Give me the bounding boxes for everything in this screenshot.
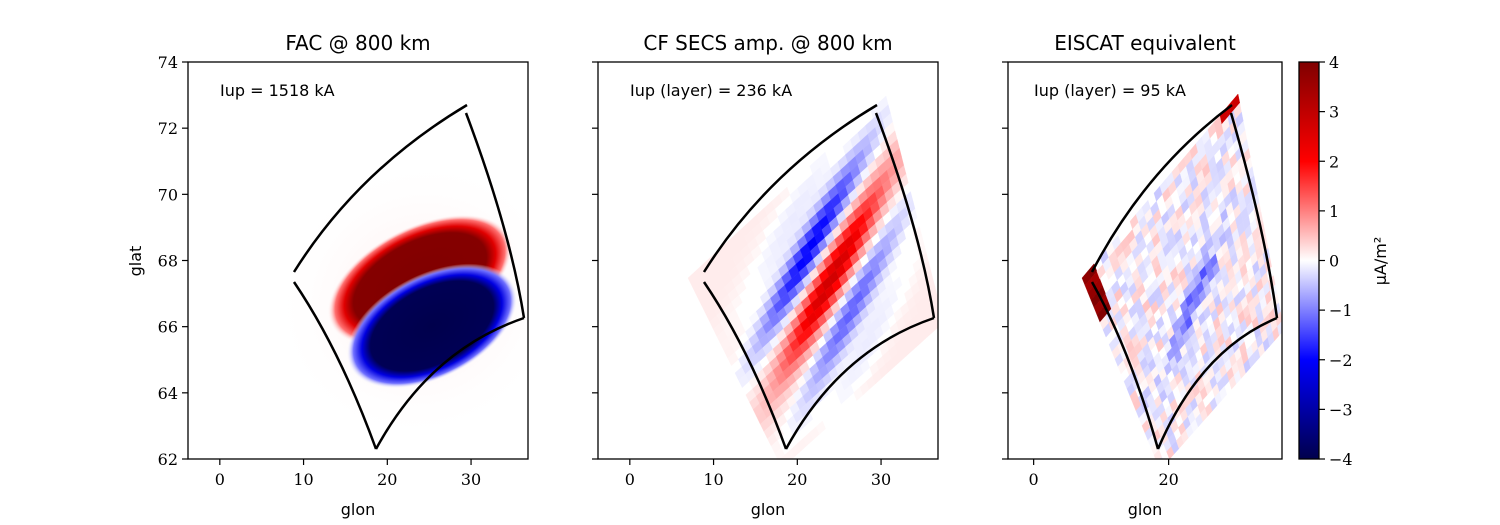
fac-annotation: Iup = 1518 kA xyxy=(220,81,335,100)
heatmap-cell xyxy=(896,229,907,246)
fac-heatmap xyxy=(272,157,528,443)
colorbar-tick-label: −2 xyxy=(1329,351,1353,370)
x-tick-label: 20 xyxy=(377,470,397,489)
x-tick-label: 30 xyxy=(871,470,891,489)
heatmap-cell xyxy=(891,244,902,261)
secs-annotation: Iup (layer) = 236 kA xyxy=(630,81,792,100)
y-tick-label: 68 xyxy=(158,252,178,271)
fac-ylabel: glat xyxy=(126,246,145,277)
colorbar: 4 3 2 1 0 −1 −2 −3 −4 μA/m² xyxy=(1298,53,1390,469)
y-tick-label: 70 xyxy=(158,185,178,204)
eiscat-region-outline xyxy=(1090,103,1279,450)
heatmap-cell xyxy=(888,290,899,306)
secs-xlabel: glon xyxy=(751,500,786,519)
heatmap-cell xyxy=(731,294,743,310)
eiscat-yticks xyxy=(1002,61,1008,460)
fac-yticks: 62 64 66 68 70 72 74 xyxy=(158,53,188,469)
eiscat-title: EISCAT equivalent xyxy=(1054,31,1236,55)
heatmap-cell xyxy=(739,266,751,282)
y-tick-label: 64 xyxy=(158,384,178,403)
colorbar-gradient xyxy=(1298,61,1320,460)
x-tick-label: 20 xyxy=(787,470,807,489)
x-tick-label: 0 xyxy=(215,470,225,489)
fac-xlabel: glon xyxy=(341,500,376,519)
eiscat-annotation: Iup (layer) = 95 kA xyxy=(1034,81,1186,100)
secs-xticks: 0 10 20 30 xyxy=(625,459,891,489)
fac-region-outline xyxy=(292,103,526,450)
heatmap-cell xyxy=(815,420,826,435)
colorbar-ticks: 4 3 2 1 0 −1 −2 −3 −4 xyxy=(1319,53,1353,469)
heatmap-cell xyxy=(1277,320,1282,336)
colorbar-tick-label: 3 xyxy=(1329,103,1339,122)
heatmap-cell xyxy=(907,208,918,225)
secs-region-outline xyxy=(702,103,936,450)
eiscat-heatmap xyxy=(1081,93,1282,459)
x-tick-label: 30 xyxy=(461,470,481,489)
heatmap-cell xyxy=(735,280,747,296)
fac-negative-lobe xyxy=(346,263,518,389)
x-tick-label: 20 xyxy=(1158,470,1178,489)
y-tick-label: 66 xyxy=(158,318,178,337)
y-tick-label: 74 xyxy=(158,53,178,72)
panel-secs: CF SECS amp. @ 800 km Iup (layer) = 236 … xyxy=(592,31,939,519)
heatmap-cell xyxy=(1219,385,1228,401)
colorbar-tick-label: −4 xyxy=(1329,450,1353,469)
secs-heatmap xyxy=(687,95,938,459)
secs-title: CF SECS amp. @ 800 km xyxy=(643,31,892,55)
colorbar-label: μA/m² xyxy=(1371,237,1390,286)
colorbar-tick-label: 1 xyxy=(1329,202,1339,221)
y-tick-label: 62 xyxy=(158,450,178,469)
eiscat-xlabel: glon xyxy=(1128,500,1163,519)
y-tick-label: 72 xyxy=(158,119,178,138)
x-tick-label: 0 xyxy=(1029,470,1039,489)
x-tick-label: 0 xyxy=(625,470,635,489)
secs-yticks xyxy=(592,61,598,460)
colorbar-tick-label: 0 xyxy=(1329,252,1339,271)
x-tick-label: 10 xyxy=(703,470,723,489)
panel-eiscat: EISCAT equivalent Iup (layer) = 95 kA gl… xyxy=(1002,31,1283,519)
heatmap-cell xyxy=(887,259,898,275)
fac-xticks: 0 10 20 30 xyxy=(215,459,481,489)
x-tick-label: 10 xyxy=(293,470,313,489)
heatmap-cell xyxy=(892,276,903,292)
panel-fac: FAC @ 800 km Iup = 1518 kA glon glat 0 10… xyxy=(126,31,529,519)
colorbar-tick-label: −3 xyxy=(1329,400,1353,419)
eiscat-xticks: 0 20 xyxy=(1029,459,1179,489)
fac-title: FAC @ 800 km xyxy=(285,31,430,55)
colorbar-tick-label: 4 xyxy=(1329,53,1339,72)
colorbar-tick-label: −1 xyxy=(1329,301,1353,320)
colorbar-tick-label: 2 xyxy=(1329,152,1339,171)
